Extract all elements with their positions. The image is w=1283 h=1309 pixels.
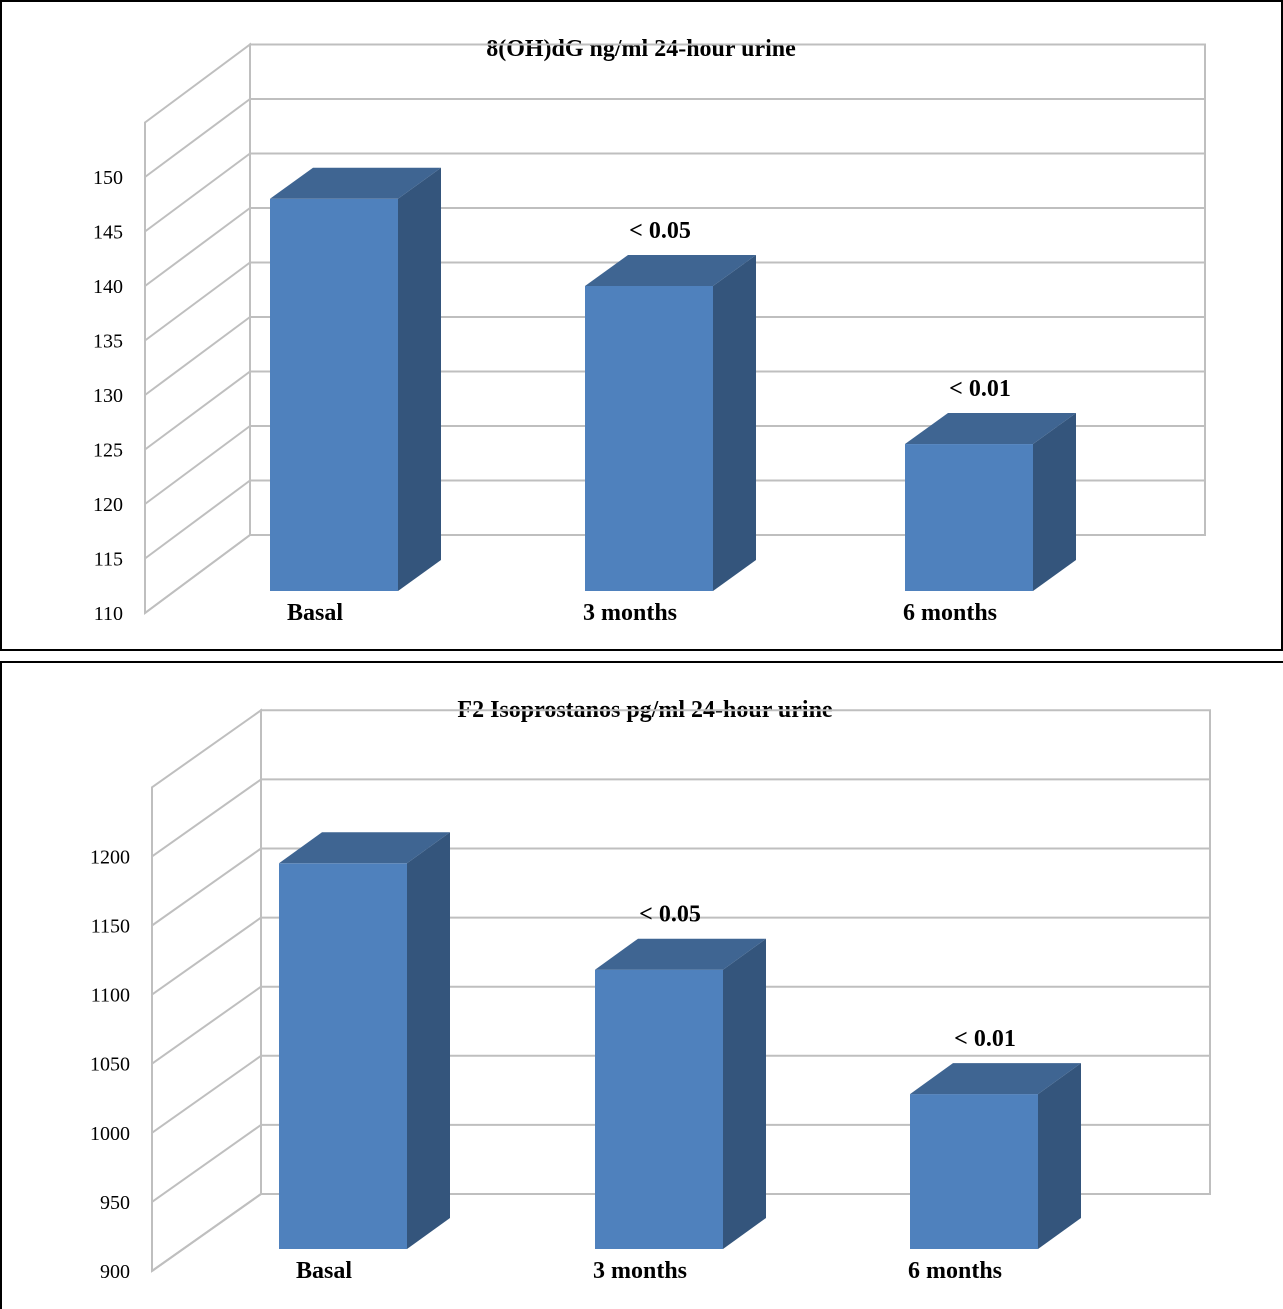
y-tick-label: 130 xyxy=(93,385,123,407)
x-category-label: 6 months xyxy=(908,1258,1002,1284)
side-gridline xyxy=(151,916,262,996)
bar-side xyxy=(713,255,756,591)
significance-label: < 0.05 xyxy=(629,218,691,244)
chart-panel-f2-isoprostanos: F2 Isoprostanos pg/ml 24-hour urine 900 9… xyxy=(0,661,1283,1309)
side-gridline xyxy=(144,370,251,451)
bar-top xyxy=(595,938,766,970)
bar-top xyxy=(279,832,450,864)
bar-side xyxy=(407,832,450,1249)
y-tick-label: 950 xyxy=(100,1192,130,1214)
plot-area: 110 115 120 125 130 135 140 145 150 Basal 3 months… xyxy=(93,42,1206,626)
chart-title: 8(OH)dG ng/ml 24-hour urine xyxy=(486,36,796,62)
bar xyxy=(910,1063,1081,1249)
bar xyxy=(270,167,441,592)
side-gridline xyxy=(151,1193,262,1272)
bar-front xyxy=(270,198,398,592)
y-tick-label: 1050 xyxy=(90,1054,130,1076)
x-category-label: 3 months xyxy=(593,1258,687,1284)
side-gridline xyxy=(144,207,251,287)
side-gridline xyxy=(151,847,262,927)
plot-area: 900 950 1000 1050 1100 1150 1200 Basal 3 months <… xyxy=(90,708,1211,1284)
significance-label: < 0.05 xyxy=(639,902,701,928)
bar-side xyxy=(1038,1063,1081,1249)
side-gridline xyxy=(151,1124,262,1203)
y-tick-label: 150 xyxy=(93,167,123,189)
side-gridline xyxy=(144,316,251,396)
side-gridline xyxy=(151,1054,262,1134)
y-tick-label: 1000 xyxy=(90,1123,130,1145)
x-category-label: Basal xyxy=(296,1258,352,1284)
side-gridline xyxy=(144,534,251,614)
bar-top xyxy=(910,1063,1081,1095)
x-category-label: 6 months xyxy=(903,600,997,626)
side-gridline xyxy=(151,778,262,858)
chart-f2-isoprostanos: F2 Isoprostanos pg/ml 24-hour urine 9009… xyxy=(0,661,1283,1309)
bar xyxy=(905,413,1076,591)
chart-panel-8ohdg: 8(OH)dG ng/ml 24-hour urine 110 115 120 125… xyxy=(0,0,1283,652)
bar xyxy=(279,832,450,1249)
x-category-label: 3 months xyxy=(583,600,677,626)
bar-side xyxy=(723,938,766,1249)
bar-front xyxy=(585,286,713,591)
y-tick-label: 110 xyxy=(94,603,123,625)
bar-front xyxy=(279,863,407,1249)
bar xyxy=(595,938,766,1249)
side-gridline xyxy=(151,985,262,1065)
bar-top xyxy=(585,255,756,286)
bar-front xyxy=(910,1094,1038,1249)
side-gridline xyxy=(144,98,251,178)
y-tick-label: 140 xyxy=(93,276,123,298)
side-gridline xyxy=(144,152,251,233)
y-tick-label: 1150 xyxy=(91,916,130,938)
bar-side xyxy=(1033,413,1076,591)
side-gridline xyxy=(144,261,251,342)
chart-8ohdg: 8(OH)dG ng/ml 24-hour urine 110 115 120 125… xyxy=(0,0,1283,651)
x-category-label: Basal xyxy=(287,600,343,626)
bar-top xyxy=(270,167,441,199)
y-tick-label: 115 xyxy=(94,549,123,571)
bar-front xyxy=(595,969,723,1249)
y-tick-label: 900 xyxy=(100,1261,130,1283)
significance-label: < 0.01 xyxy=(949,376,1011,402)
bar xyxy=(585,255,756,591)
bar-front xyxy=(905,444,1033,591)
y-tick-label: 135 xyxy=(93,331,123,353)
y-tick-label: 125 xyxy=(93,440,123,462)
y-tick-label: 1200 xyxy=(90,846,130,868)
bar-top xyxy=(905,413,1076,445)
y-tick-label: 120 xyxy=(93,494,123,516)
bar-side xyxy=(398,167,441,592)
y-tick-label: 1100 xyxy=(91,985,130,1007)
y-tick-label: 145 xyxy=(93,222,123,244)
side-gridline xyxy=(144,479,251,560)
significance-label: < 0.01 xyxy=(954,1026,1016,1052)
side-gridline xyxy=(144,425,251,505)
